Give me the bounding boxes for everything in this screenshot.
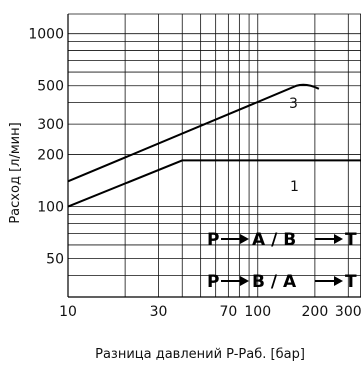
y-tick-label: 50: [46, 252, 64, 268]
flow-arrow-head: [334, 234, 343, 244]
flow-t-label: T: [345, 272, 357, 292]
flow-arrow-head: [334, 276, 343, 286]
flow-ba-label: B / A: [252, 272, 297, 292]
tick-labels: 10 30 70 100 200 300 50 100 200 300 500 1000: [28, 27, 361, 320]
x-axis-title: Разница давлений P-Раб. [бар]: [95, 347, 305, 362]
x-tick-label: 70: [219, 304, 237, 320]
x-tick-label: 100: [244, 304, 271, 320]
series-line-3: [67, 83, 320, 183]
y-tick-label: 200: [37, 148, 64, 164]
y-axis-title: Расход [л/мин]: [8, 122, 23, 223]
flow-t-label: T: [345, 230, 357, 250]
flow-arrow-head: [240, 234, 249, 244]
flow-annotation-2: P B / A T: [207, 272, 357, 292]
x-tick-label: 30: [150, 304, 168, 320]
flow-arrow-head: [240, 276, 249, 286]
y-tick-label: 500: [37, 79, 64, 95]
y-tick-label: 300: [37, 117, 64, 133]
flow-p-label: P: [207, 272, 219, 292]
y-tick-label: 1000: [28, 27, 64, 43]
series-line-1: [67, 159, 361, 208]
curves: [67, 83, 361, 208]
flow-annotation-1: P A / B T: [207, 230, 357, 250]
y-tick-label: 100: [37, 200, 64, 216]
x-tick-label: 300: [335, 304, 361, 320]
x-tick-label: 10: [59, 304, 77, 320]
flow-ab-label: A / B: [252, 230, 296, 250]
curve-label-1: 1: [290, 179, 299, 195]
x-tick-label: 200: [302, 304, 329, 320]
flow-p-label: P: [207, 230, 219, 250]
grid-lines: [67, 13, 361, 298]
curve-label-3: 3: [289, 96, 298, 112]
